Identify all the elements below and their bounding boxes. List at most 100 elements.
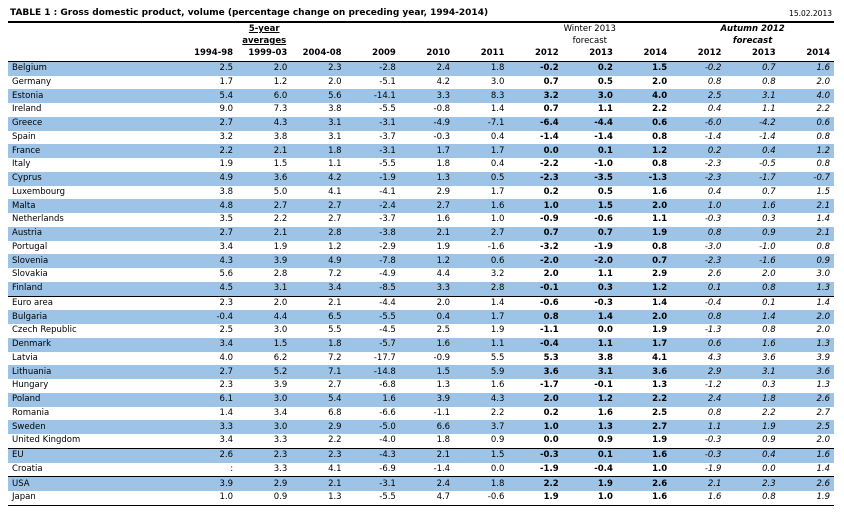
value-cell: 0.9 [725,226,780,241]
value-cell: -3.1 [345,144,400,158]
value-cell: -3.1 [345,476,400,491]
value-cell: 2.7 [328,214,342,225]
value-cell: 1.9 [562,476,617,491]
value-cell: 1.2 [328,241,342,252]
value-cell: 2.2 [490,407,505,418]
value-cell: 0.4 [725,447,780,463]
value-cell: 2.1 [291,476,346,491]
value-cell: 2.5 [182,61,238,76]
country-name: Poland [8,392,183,407]
value-cell: 3.4 [219,241,234,252]
value-cell: -3.7 [379,214,396,225]
value-cell: 3.9 [237,254,292,268]
value-cell: 7.2 [328,352,342,363]
value-cell: 1.6 [779,447,834,463]
value-cell: -0.9 [433,352,451,363]
value-cell: 2.5 [671,89,726,103]
value-cell: 1.6 [436,214,451,225]
year-header: 2010 [399,47,455,62]
country-name: Greece [8,116,183,131]
country-name: EU [8,447,183,463]
value-cell: 4.1 [652,352,668,363]
winter-header-line1: Winter 2013 [563,24,616,34]
value-cell: 0.3 [562,281,617,296]
value-cell: -0.2 [671,61,726,76]
value-cell: 2.8 [291,226,346,241]
value-cell: -4.4 [562,116,617,131]
avg-group-label-2: averages [242,36,287,46]
country-name: Sweden [8,420,183,434]
value-cell: 1.8 [291,144,346,158]
year-header: 2012 [508,47,563,62]
value-cell: -5.5 [345,491,400,506]
value-cell: 0.1 [725,295,780,311]
value-cell: -4.2 [725,116,780,131]
value-cell: 0.8 [707,407,722,418]
value-cell: 2.7 [616,420,672,434]
country-name: France [8,144,183,158]
value-cell: 2.9 [291,420,346,434]
gdp-table: 5-year Winter 2013 Autumn 2012 averages … [8,23,834,506]
value-cell: 1.3 [816,380,830,391]
value-cell: -4.9 [399,116,455,131]
value-cell: -1.7 [540,380,559,391]
value-cell: -2.3 [508,171,563,186]
country-name: Japan [8,491,183,506]
table-row: Czech Republic 2.5 3.0 5.5 -4.5 2.5 1.9 -1.1 0.0… [8,324,834,338]
header-group-row-2: averages forecast forecast [8,35,834,47]
value-cell: 3.3 [399,281,455,296]
table-row: Japan 1.0 0.9 1.3 -5.5 4.7 -0.6 1.9 1.0 1.6 1.6 0.8… [8,491,834,506]
year-header: 2004-08 [291,47,346,62]
value-cell: 4.8 [182,199,238,213]
value-cell: -0.6 [454,491,509,506]
value-cell: 0.7 [616,254,672,268]
value-cell: 2.0 [399,295,455,311]
value-cell: 3.3 [399,89,455,103]
value-cell: 2.0 [543,269,559,280]
value-cell: 4.1 [328,186,342,197]
country-name: Belgium [8,61,183,76]
value-cell: 4.4 [237,310,292,324]
value-cell: 0.9 [762,435,776,446]
value-cell: 4.3 [454,392,509,407]
value-cell: -2.0 [562,254,617,268]
value-cell: 2.0 [616,310,672,324]
value-cell: 0.8 [671,226,726,241]
value-cell: 2.4 [399,61,455,76]
value-cell: 0.9 [597,435,613,446]
value-cell: 0.8 [508,310,563,324]
value-cell: 0.1 [562,144,617,158]
value-cell: -0.1 [594,380,613,391]
value-cell: 0.9 [779,254,834,268]
value-cell: 0.7 [562,226,617,241]
value-cell: 0.8 [816,241,830,252]
value-cell: -0.3 [671,447,726,463]
country-name: Slovenia [8,254,183,268]
table-row: Romania 1.4 3.4 6.8 -6.6 -1.1 2.2 0.2 1.6 2.5 0.8 2… [8,407,834,421]
value-cell: 1.6 [725,337,780,352]
value-cell: -1.7 [725,171,780,186]
table-row: Slovakia 5.6 2.8 7.2 -4.9 4.4 3.2 2.0 1.1 2.9 2.6 2… [8,268,834,282]
country-name: Germany [12,76,52,87]
value-cell: -1.6 [725,254,780,268]
value-cell: 0.8 [816,159,830,170]
value-cell: 0.2 [543,407,559,418]
value-cell: 1.7 [399,144,455,158]
country-name: Romania [12,407,50,418]
value-cell: -8.5 [345,281,400,296]
value-cell: 2.7 [182,226,238,241]
value-cell: 9.0 [219,104,234,115]
country-name: Portugal [12,241,48,252]
value-cell: -2.4 [345,199,400,213]
value-cell: 2.6 [616,476,672,491]
value-cell: 6.6 [399,420,455,434]
value-cell: 1.7 [490,186,505,197]
year-header-row: 1994-98 1999-03 2004-08 2009 2010 2011 2… [8,47,834,62]
value-cell: 3.1 [237,281,292,296]
value-cell: 1.9 [490,325,505,336]
title-bar: TABLE 1 : Gross domestic product, volume… [8,8,834,22]
value-cell: 3.0 [237,420,292,434]
value-cell: 1.6 [399,337,455,352]
value-cell: 3.6 [508,365,563,379]
value-cell: 2.7 [291,199,346,213]
